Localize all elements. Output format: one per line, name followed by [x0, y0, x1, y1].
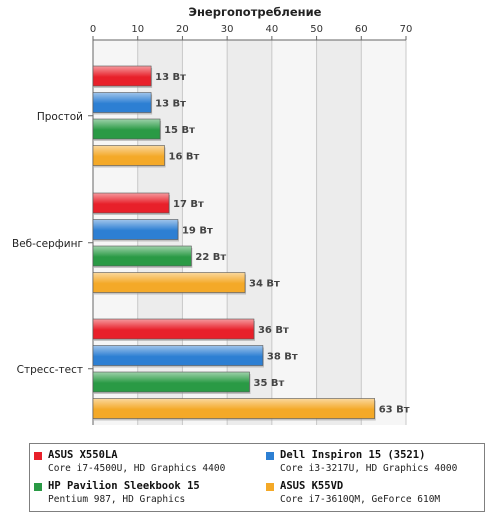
legend-series-name: Dell Inspiron 15 (3521): [280, 449, 426, 461]
bar-value-label: 16 Вт: [169, 152, 200, 163]
tick-label: 30: [221, 24, 234, 35]
bar-value-label: 15 Вт: [164, 125, 195, 136]
chart-title: Энергопотребление: [189, 5, 322, 19]
legend-series-name: ASUS X550LA: [48, 449, 118, 461]
tick-label: 60: [355, 24, 368, 35]
bar-value-label: 38 Вт: [267, 352, 298, 363]
bar: [92, 65, 152, 87]
tick-label: 70: [400, 24, 413, 35]
bar-value-label: 36 Вт: [258, 325, 289, 336]
legend-series-name: ASUS K55VD: [280, 480, 344, 492]
bar-value-label: 35 Вт: [254, 378, 285, 389]
bar: [92, 145, 165, 166]
bar-value-label: 13 Вт: [155, 99, 186, 110]
bar: [92, 219, 179, 240]
legend-series-desc: Pentium 987, HD Graphics: [48, 494, 186, 505]
power-consumption-chart: Энергопотребление 0 10 20 30 40 50 60 70 13 Вт 1…: [12, 5, 413, 425]
bar: [92, 318, 255, 340]
category-label: Простой: [37, 111, 83, 123]
legend-series-name: HP Pavilion Sleekbook 15: [48, 480, 200, 492]
bar-value-label: 63 Вт: [379, 405, 410, 416]
tick-label: 40: [265, 24, 278, 35]
legend-series-desc: Core i3-3217U, HD Graphics 4000: [280, 463, 458, 474]
bar-value-label: 22 Вт: [195, 252, 226, 263]
bar: [92, 92, 152, 113]
tick-label: 20: [176, 24, 189, 35]
legend-series-desc: Core i7-4500U, HD Graphics 4400: [48, 463, 226, 474]
tick-label: 50: [310, 24, 323, 35]
category-label: Стресс-тест: [17, 364, 83, 376]
bar: [92, 192, 170, 214]
legend: ASUS X550LA Core i7-4500U, HD Graphics 4…: [29, 443, 485, 512]
category-label: Веб-серфинг: [12, 238, 83, 250]
bar: [92, 118, 161, 140]
bar-value-label: 17 Вт: [173, 199, 204, 210]
bar: [92, 272, 246, 293]
tick-label: 0: [90, 24, 96, 35]
bar: [92, 345, 264, 366]
legend-swatch-green: [34, 483, 42, 491]
grid-band: [316, 40, 362, 425]
legend-series-desc: Core i7-3610QM, GeForce 610M: [280, 494, 441, 505]
legend-swatch-orange: [266, 483, 274, 491]
bar: [92, 398, 376, 419]
bar: [92, 245, 192, 267]
legend-swatch-blue: [266, 452, 274, 460]
bar-value-label: 13 Вт: [155, 72, 186, 83]
tick-label: 10: [131, 24, 144, 35]
bar-value-label: 19 Вт: [182, 226, 213, 237]
bar: [92, 371, 250, 393]
legend-swatch-red: [34, 452, 42, 460]
bar-value-label: 34 Вт: [249, 279, 280, 290]
